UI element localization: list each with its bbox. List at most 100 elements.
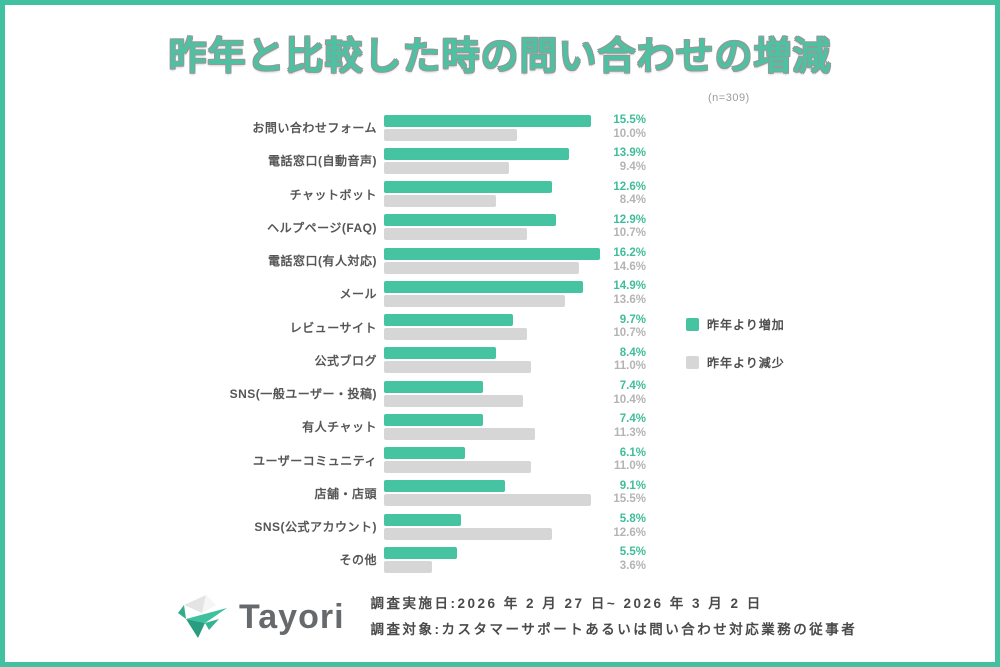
decrease-bar bbox=[384, 195, 496, 208]
category-label: ユーザーコミュニティ bbox=[252, 453, 377, 468]
chart-row: 電話窓口(有人対応) 16.2% 14.6% bbox=[5, 244, 646, 277]
category-label: SNS(一般ユーザー・投稿) bbox=[229, 387, 377, 402]
decrease-bar bbox=[384, 361, 531, 374]
increase-value: 6.1% bbox=[619, 446, 646, 459]
value-labels: 16.2% 14.6% bbox=[600, 247, 646, 274]
chart-row: チャットボット 12.6% 8.4% bbox=[5, 178, 646, 211]
decrease-bar bbox=[384, 328, 527, 341]
decrease-value: 10.7% bbox=[613, 227, 646, 240]
decrease-bar bbox=[384, 228, 527, 241]
bar-group bbox=[384, 347, 600, 374]
increase-value: 8.4% bbox=[619, 346, 646, 359]
survey-date-line: 調査実施日:2026 年 2 月 27 日~ 2026 年 3 月 2 日 bbox=[370, 596, 763, 611]
decrease-value: 11.3% bbox=[614, 426, 646, 439]
increase-value: 12.9% bbox=[613, 213, 646, 226]
category-label: チャットボット bbox=[289, 187, 377, 202]
bar-group bbox=[384, 480, 600, 507]
bar-group bbox=[384, 546, 600, 573]
value-labels: 8.4% 11.0% bbox=[600, 347, 646, 374]
chart-row: ヘルプページ(FAQ) 12.9% 10.7% bbox=[5, 211, 646, 244]
category-label: 公式ブログ bbox=[314, 353, 377, 368]
decrease-value: 8.4% bbox=[619, 194, 646, 207]
bar-group bbox=[384, 447, 600, 474]
decrease-bar bbox=[384, 427, 535, 440]
decrease-bar bbox=[384, 394, 523, 407]
legend-item-increase: 昨年より増加 bbox=[686, 316, 785, 333]
value-labels: 14.9% 13.6% bbox=[600, 280, 646, 307]
increase-value: 14.9% bbox=[613, 280, 646, 293]
bar-group bbox=[384, 181, 600, 208]
increase-bar bbox=[384, 147, 570, 160]
legend-item-decrease: 昨年より減少 bbox=[686, 354, 785, 371]
increase-swatch-icon bbox=[686, 318, 699, 331]
bar-group bbox=[384, 114, 600, 141]
value-labels: 12.9% 10.7% bbox=[600, 214, 646, 241]
increase-value: 5.5% bbox=[619, 546, 646, 559]
increase-bar bbox=[384, 447, 466, 460]
value-labels: 9.7% 10.7% bbox=[600, 314, 646, 341]
increase-value: 9.7% bbox=[619, 313, 646, 326]
chart-row: 有人チャット 7.4% 11.3% bbox=[5, 410, 646, 443]
increase-bar bbox=[384, 280, 583, 293]
increase-value: 13.9% bbox=[613, 147, 646, 160]
decrease-bar bbox=[384, 494, 591, 507]
decrease-value: 3.6% bbox=[619, 559, 646, 572]
value-labels: 7.4% 11.3% bbox=[600, 413, 646, 440]
chart-row: 電話窓口(自動音声) 13.9% 9.4% bbox=[5, 144, 646, 177]
category-label: ヘルプページ(FAQ) bbox=[267, 220, 377, 235]
decrease-value: 14.6% bbox=[613, 260, 646, 273]
tayori-paper-plane-icon bbox=[178, 595, 227, 638]
chart-row: レビューサイト 9.7% 10.7% bbox=[5, 311, 646, 344]
value-labels: 9.1% 15.5% bbox=[600, 480, 646, 507]
increase-bar bbox=[384, 380, 483, 393]
increase-bar bbox=[384, 314, 514, 327]
legend-label-increase: 昨年より増加 bbox=[707, 318, 785, 332]
bar-chart: お問い合わせフォーム 15.5% 10.0% 電話窓口(自動音声) 13.9% 9.4% チ… bbox=[5, 111, 646, 577]
decrease-value: 15.5% bbox=[613, 493, 646, 506]
increase-bar bbox=[384, 214, 556, 227]
category-label: 電話窓口(自動音声) bbox=[268, 154, 377, 169]
footer: Tayori 調査実施日:2026 年 2 月 27 日~ 2026 年 3 月… bbox=[175, 591, 857, 643]
value-labels: 12.6% 8.4% bbox=[600, 181, 646, 208]
value-labels: 15.5% 10.0% bbox=[600, 114, 646, 141]
chart-legend: 昨年より増加 昨年より減少 bbox=[686, 316, 785, 392]
survey-info: 調査実施日:2026 年 2 月 27 日~ 2026 年 3 月 2 日 調査… bbox=[371, 591, 858, 643]
value-labels: 13.9% 9.4% bbox=[600, 147, 646, 174]
category-label: その他 bbox=[339, 553, 377, 568]
bar-group bbox=[384, 214, 600, 241]
decrease-bar bbox=[384, 161, 510, 174]
increase-value: 7.4% bbox=[619, 413, 646, 426]
value-labels: 7.4% 10.4% bbox=[600, 380, 646, 407]
chart-row: お問い合わせフォーム 15.5% 10.0% bbox=[5, 111, 646, 144]
value-labels: 5.8% 12.6% bbox=[600, 513, 646, 540]
bar-group bbox=[384, 413, 600, 440]
decrease-value: 12.6% bbox=[613, 526, 646, 539]
increase-bar bbox=[384, 546, 458, 559]
increase-bar bbox=[384, 413, 483, 426]
value-labels: 5.5% 3.6% bbox=[600, 546, 646, 573]
decrease-value: 10.7% bbox=[613, 327, 646, 340]
category-label: 有人チャット bbox=[302, 420, 377, 435]
decrease-value: 11.0% bbox=[614, 360, 646, 373]
decrease-bar bbox=[384, 294, 566, 307]
increase-value: 7.4% bbox=[619, 380, 646, 393]
decrease-value: 9.4% bbox=[619, 160, 646, 173]
increase-bar bbox=[384, 513, 462, 526]
increase-bar bbox=[384, 181, 552, 194]
increase-value: 9.1% bbox=[619, 479, 646, 492]
decrease-swatch-icon bbox=[686, 356, 699, 369]
decrease-value: 10.0% bbox=[613, 127, 646, 140]
chart-row: SNS(一般ユーザー・投稿) 7.4% 10.4% bbox=[5, 377, 646, 410]
sample-size-note: (n=309) bbox=[708, 92, 750, 104]
bar-group bbox=[384, 147, 600, 174]
bar-group bbox=[384, 314, 600, 341]
chart-row: 公式ブログ 8.4% 11.0% bbox=[5, 344, 646, 377]
increase-bar bbox=[384, 480, 506, 493]
chart-row: メール 14.9% 13.6% bbox=[5, 277, 646, 310]
category-label: 店舗・店頭 bbox=[314, 486, 377, 501]
chart-row: ユーザーコミュニティ 6.1% 11.0% bbox=[5, 444, 646, 477]
category-label: メール bbox=[339, 287, 377, 302]
increase-value: 12.6% bbox=[613, 180, 646, 193]
tayori-brand-text: Tayori bbox=[239, 597, 345, 636]
